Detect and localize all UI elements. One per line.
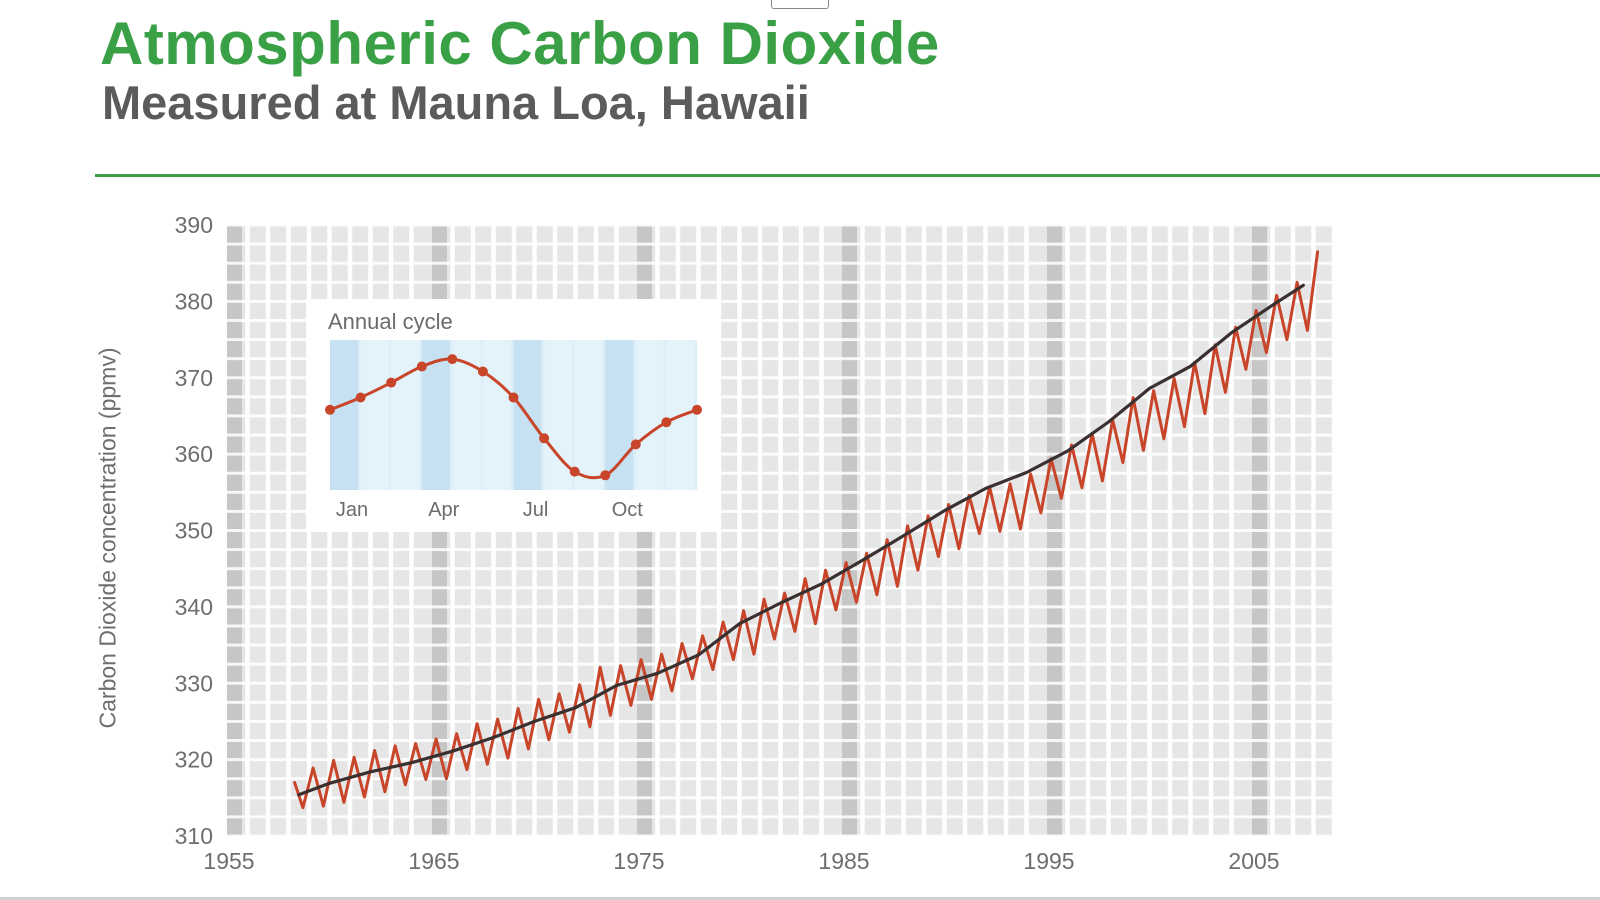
horizontal-gridline <box>227 261 1334 265</box>
horizontal-gridline <box>227 586 1334 590</box>
inset-tick-label: Jul <box>523 499 549 521</box>
header-divider <box>95 174 1600 177</box>
annual-cycle-point <box>386 377 397 388</box>
annual-cycle-point <box>447 354 458 365</box>
annual-cycle-inset: Annual cycle Jan Apr Jul Oct <box>306 299 720 531</box>
page-subtitle: Measured at Mauna Loa, Hawaii <box>102 76 810 129</box>
trend-line <box>297 283 1305 797</box>
y-axis-ticks: 310 320 330 340 350 360 370 380 390 <box>175 212 213 849</box>
horizontal-gridline <box>227 681 1334 685</box>
horizontal-gridline <box>227 242 1334 246</box>
inset-month-band <box>635 340 664 490</box>
horizontal-gridline <box>227 395 1334 399</box>
y-tick-label: 330 <box>175 670 213 696</box>
y-tick-label: 380 <box>175 288 213 314</box>
inset-tick-label: Oct <box>612 499 644 521</box>
horizontal-gridline <box>227 357 1334 361</box>
horizontal-gridline <box>227 376 1334 380</box>
inset-month-band <box>330 340 359 490</box>
annual-cycle-point <box>569 466 580 477</box>
inset-month-band <box>482 340 511 490</box>
horizontal-gridline <box>227 815 1334 819</box>
y-tick-label: 360 <box>175 441 213 467</box>
horizontal-gridline <box>227 796 1334 800</box>
horizontal-gridline <box>227 471 1334 475</box>
annual-cycle-point <box>416 361 427 372</box>
inset-month-band <box>605 340 634 490</box>
horizontal-gridline <box>227 509 1334 513</box>
x-tick-label: 1975 <box>613 848 664 874</box>
horizontal-gridline <box>227 452 1334 456</box>
horizontal-gridline <box>227 414 1334 418</box>
y-tick-label: 370 <box>175 365 213 391</box>
inset-tick-label: Jan <box>336 499 368 521</box>
bottom-border <box>0 897 1600 900</box>
horizontal-gridline <box>227 529 1334 532</box>
annual-cycle-point <box>325 404 335 415</box>
horizontal-gridline <box>227 719 1334 723</box>
monthly-co2-line <box>293 250 1320 810</box>
horizontal-gridline <box>227 739 1334 743</box>
annual-cycle-point <box>661 417 672 428</box>
annual-cycle-point <box>692 404 702 415</box>
inset-title: Annual cycle <box>328 309 453 334</box>
main-chart-series <box>293 250 1320 810</box>
x-axis-ticks: 1955 1965 1975 1985 1995 2005 <box>203 848 1279 874</box>
page-title: Atmospheric Carbon Dioxide <box>100 10 940 77</box>
inset-month-band <box>360 340 389 490</box>
inset-tick-label: Apr <box>428 499 459 521</box>
annual-cycle-point <box>508 392 519 403</box>
y-tick-label: 390 <box>175 212 213 238</box>
horizontal-gridline <box>227 490 1334 494</box>
x-tick-label: 1995 <box>1023 848 1074 874</box>
horizontal-gridline <box>227 662 1334 666</box>
y-tick-label: 350 <box>175 518 213 544</box>
horizontal-gridline <box>227 700 1334 704</box>
y-tick-label: 320 <box>175 747 213 773</box>
horizontal-gridline <box>227 433 1334 437</box>
window-top-tab <box>771 0 829 9</box>
inset-month-band <box>391 340 420 490</box>
horizontal-gridline <box>227 318 1334 322</box>
horizontal-gridline <box>227 338 1334 342</box>
inset-x-ticks: Jan Apr Jul Oct <box>336 499 643 521</box>
horizontal-gridline <box>227 567 1334 571</box>
horizontal-gridline <box>227 624 1334 628</box>
annual-cycle-point <box>539 433 550 444</box>
horizontal-gridline <box>227 223 1334 227</box>
x-tick-label: 1965 <box>408 848 459 874</box>
inset-month-band <box>452 340 481 490</box>
x-tick-label: 1985 <box>818 848 869 874</box>
x-tick-label: 2005 <box>1228 848 1279 874</box>
annual-cycle-point <box>355 392 366 403</box>
horizontal-gridline <box>227 299 1334 303</box>
x-tick-label: 1955 <box>203 848 254 874</box>
horizontal-gridline <box>227 777 1334 781</box>
horizontal-gridline <box>227 834 1334 838</box>
annual-cycle-point <box>630 439 641 450</box>
y-tick-label: 310 <box>175 823 213 849</box>
y-tick-label: 340 <box>175 594 213 620</box>
horizontal-gridline <box>227 280 1334 284</box>
annual-cycle-point <box>600 470 611 481</box>
horizontal-gridline <box>227 758 1334 762</box>
inset-grid <box>330 340 697 490</box>
inset-series <box>325 354 702 481</box>
horizontal-gridline <box>227 548 1334 552</box>
annual-cycle-point <box>477 366 488 377</box>
horizontal-gridline <box>227 643 1334 647</box>
inset-month-band <box>574 340 603 490</box>
